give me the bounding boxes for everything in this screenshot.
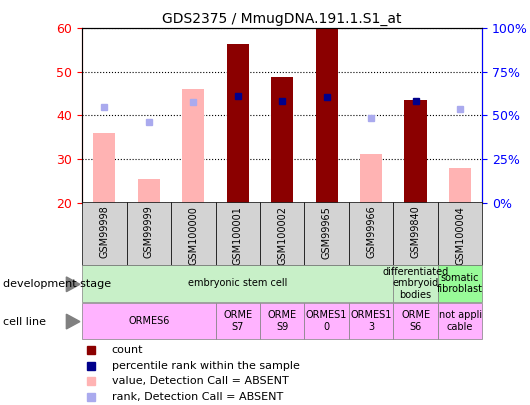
Bar [271, 77, 293, 202]
Text: GSM100004: GSM100004 [455, 206, 465, 264]
Polygon shape [66, 277, 80, 292]
Text: GSM100001: GSM100001 [233, 206, 243, 264]
Bar [260, 303, 304, 339]
Bar [404, 100, 427, 202]
Bar [438, 265, 482, 302]
Bar [438, 202, 482, 265]
Bar [360, 154, 382, 202]
Text: development stage: development stage [3, 279, 111, 289]
Bar [260, 202, 304, 265]
Bar [182, 90, 205, 202]
Bar [349, 303, 393, 339]
Text: value, Detection Call = ABSENT: value, Detection Call = ABSENT [112, 377, 288, 386]
Text: ORME
S9: ORME S9 [268, 310, 297, 332]
Text: ORME
S6: ORME S6 [401, 310, 430, 332]
Text: GSM99966: GSM99966 [366, 206, 376, 258]
Text: not appli
cable: not appli cable [438, 310, 482, 332]
Bar [82, 265, 393, 302]
Bar [216, 202, 260, 265]
Text: ORMES1
0: ORMES1 0 [306, 310, 347, 332]
Bar [438, 303, 482, 339]
Bar [171, 202, 216, 265]
Bar [304, 303, 349, 339]
Bar [393, 303, 438, 339]
Text: GSM99840: GSM99840 [411, 206, 421, 258]
Bar [449, 168, 471, 202]
Text: ORMES6: ORMES6 [128, 316, 170, 326]
Title: GDS2375 / MmugDNA.191.1.S1_at: GDS2375 / MmugDNA.191.1.S1_at [163, 12, 402, 26]
Bar [304, 202, 349, 265]
Text: somatic
fibroblast: somatic fibroblast [437, 273, 483, 294]
Bar [349, 202, 393, 265]
Text: GSM99998: GSM99998 [100, 206, 109, 258]
Text: percentile rank within the sample: percentile rank within the sample [112, 361, 299, 371]
Text: ORME
S7: ORME S7 [223, 310, 252, 332]
Text: rank, Detection Call = ABSENT: rank, Detection Call = ABSENT [112, 392, 283, 402]
Text: GSM99965: GSM99965 [322, 206, 332, 258]
Bar [227, 44, 249, 203]
Polygon shape [66, 314, 80, 329]
Text: cell line: cell line [3, 317, 46, 327]
Text: differentiated
embryoid
bodies: differentiated embryoid bodies [383, 267, 449, 300]
Text: count: count [112, 345, 143, 355]
Bar [82, 202, 127, 265]
Text: GSM99999: GSM99999 [144, 206, 154, 258]
Bar [393, 265, 438, 302]
Text: GSM100000: GSM100000 [188, 206, 198, 264]
Bar [93, 133, 116, 202]
Bar [393, 202, 438, 265]
Bar [82, 303, 216, 339]
Text: embryonic stem cell: embryonic stem cell [188, 279, 287, 288]
Bar [216, 303, 260, 339]
Bar [315, 29, 338, 202]
Bar [138, 179, 160, 202]
Bar [127, 202, 171, 265]
Text: GSM100002: GSM100002 [277, 206, 287, 264]
Text: ORMES1
3: ORMES1 3 [350, 310, 392, 332]
